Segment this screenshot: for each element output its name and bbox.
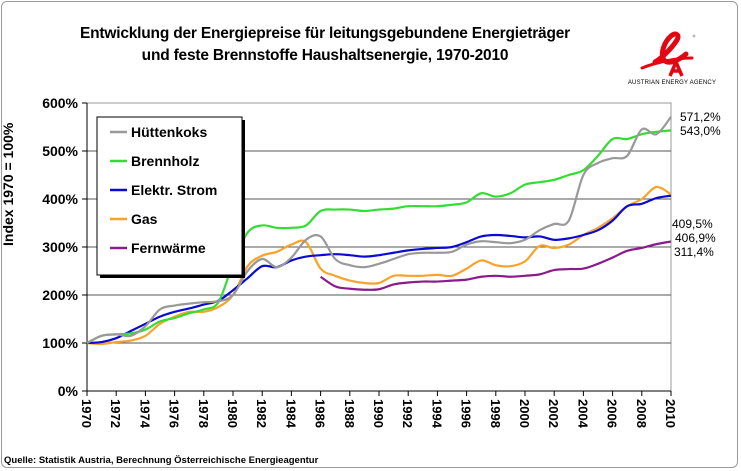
x-tick-label: 2004 <box>575 399 590 429</box>
x-tick-label: 2008 <box>634 399 649 428</box>
source-note: Quelle: Statistik Austria, Berechnung Ös… <box>4 455 319 466</box>
series-line-gas <box>86 185 672 346</box>
series-line-h-ttenkoks <box>86 116 672 344</box>
y-tick-label: 300% <box>42 239 78 255</box>
chart-title-line1: Entwicklung der Energiepreise für leitun… <box>80 25 570 42</box>
x-tick-label: 1998 <box>488 399 503 428</box>
series-line-elektr-strom <box>86 194 672 345</box>
x-tick-label: 1986 <box>313 399 328 428</box>
legend-label: Brennholz <box>131 153 199 169</box>
y-tick-label: 200% <box>42 287 78 303</box>
end-value-label: 406,9% <box>675 231 716 245</box>
y-tick-label: 100% <box>42 335 78 351</box>
x-tick-label: 1978 <box>196 399 211 428</box>
end-value-label: 311,4% <box>674 245 714 259</box>
x-tick-label: 1976 <box>167 399 182 428</box>
y-tick-label: 500% <box>42 143 78 159</box>
end-value-label: 571,2% <box>680 110 721 124</box>
x-tick-label: 1982 <box>254 399 269 428</box>
chart-title-line2: und feste Brennstoffe Haushaltsenergie, … <box>141 47 509 64</box>
x-tick-label: 1996 <box>459 399 474 428</box>
ea-logo-icon <box>640 31 696 77</box>
x-tick-label: 1994 <box>429 399 444 429</box>
legend-label: Elektr. Strom <box>131 182 217 198</box>
y-tick-label: 600% <box>42 95 78 111</box>
series-line-brennholz <box>86 129 672 344</box>
chart-title: Entwicklung der Energiepreise für leitun… <box>60 23 590 67</box>
x-tick-label: 1972 <box>108 399 123 428</box>
x-tick-label: 2006 <box>605 399 620 428</box>
x-tick-label: 2000 <box>517 399 532 428</box>
x-tick-label: 1984 <box>283 399 298 429</box>
y-tick-label: 400% <box>42 191 78 207</box>
legend-label: Gas <box>131 211 158 227</box>
x-tick-label: 2002 <box>546 399 561 428</box>
x-tick-label: 2010 <box>663 399 678 428</box>
x-tick-label: 1990 <box>371 399 386 428</box>
series-line-fernw-rme <box>319 240 672 291</box>
x-tick-label: 1970 <box>79 399 94 428</box>
legend-label: Hüttenkoks <box>131 124 207 140</box>
y-tick-label: 0% <box>58 383 79 399</box>
end-value-label: 543,0% <box>680 124 721 138</box>
end-value-label: 409,5% <box>672 217 713 231</box>
logo-text: AUSTRIAN ENERGY AGENCY <box>627 80 717 86</box>
legend-label: Fernwärme <box>131 240 206 256</box>
x-tick-label: 1992 <box>400 399 415 428</box>
x-tick-label: 1980 <box>225 399 240 428</box>
austrian-energy-agency-logo: AUSTRIAN ENERGY AGENCY <box>622 28 722 90</box>
x-tick-label: 1974 <box>137 399 152 429</box>
x-tick-label: 1988 <box>342 399 357 428</box>
